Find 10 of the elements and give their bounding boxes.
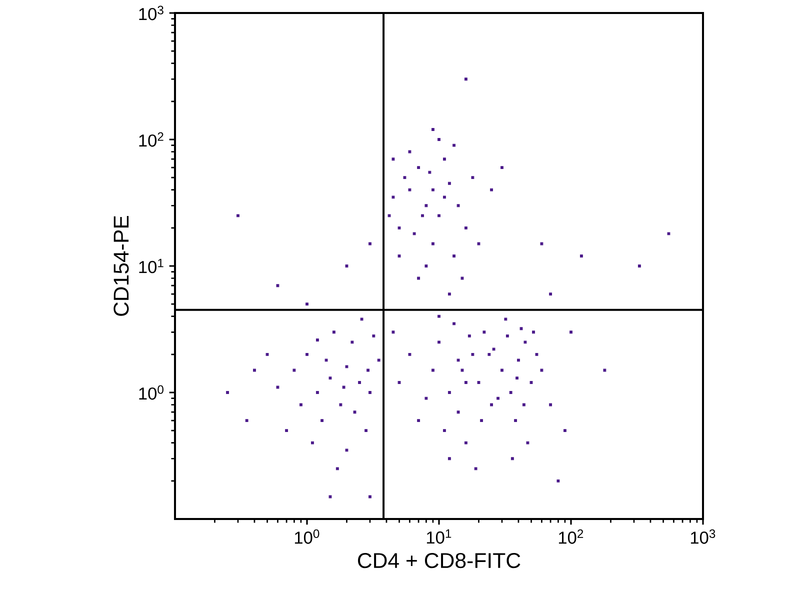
y-tick-label: 10$^{3}$ <box>139 6 164 20</box>
y-axis-title: CD154-PE <box>114 216 129 316</box>
x-tick-label: 10$^{3}$ <box>690 529 716 544</box>
x-tick-label: 10$^{2}$ <box>558 529 584 544</box>
x-tick-label: 10$^{1}$ <box>426 529 452 544</box>
x-tick-label: 10$^{0}$ <box>294 529 320 544</box>
x-axis-title: CD4 + CD8-FITC <box>358 553 520 568</box>
y-tick-label: 10$^{2}$ <box>139 132 164 147</box>
y-tick-label: 10$^{1}$ <box>139 258 164 274</box>
y-tick-label: 10$^{0}$ <box>139 385 164 400</box>
